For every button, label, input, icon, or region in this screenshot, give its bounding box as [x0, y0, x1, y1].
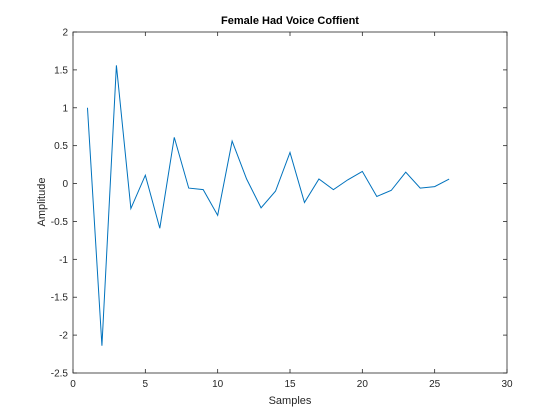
x-axis-ticks: 0 5 10 15 20 25 30: [70, 32, 513, 390]
y-axis-ticks: -2.5 -2 -1.5 -1 -0.5 0 0.5 1 1.5 2: [51, 28, 507, 380]
chart-title: Female Had Voice Coffient: [221, 15, 359, 27]
x-tick-label: 20: [357, 379, 369, 390]
y-tick-label: 0.5: [54, 141, 68, 152]
y-tick-label: -1.5: [51, 293, 69, 304]
x-tick-label: 5: [143, 379, 149, 390]
y-tick-label: -1: [59, 255, 68, 266]
y-tick-label: -0.5: [51, 217, 69, 228]
x-tick-label: 10: [212, 379, 224, 390]
y-tick-label: 1: [62, 103, 68, 114]
series-line: [86, 65, 450, 346]
x-tick-label: 0: [70, 379, 76, 390]
y-tick-label: -2: [59, 331, 68, 342]
y-tick-label: 0: [62, 179, 68, 190]
y-tick-label: 1.5: [54, 65, 68, 76]
x-tick-label: 15: [284, 379, 296, 390]
plot-area: [72, 31, 508, 374]
x-tick-label: 30: [501, 379, 513, 390]
x-tick-label: 25: [429, 379, 441, 390]
x-axis-label: Samples: [269, 395, 312, 407]
y-tick-label: -2.5: [51, 369, 69, 380]
y-axis-label: Amplitude: [36, 178, 48, 227]
y-tick-label: 2: [62, 28, 68, 39]
